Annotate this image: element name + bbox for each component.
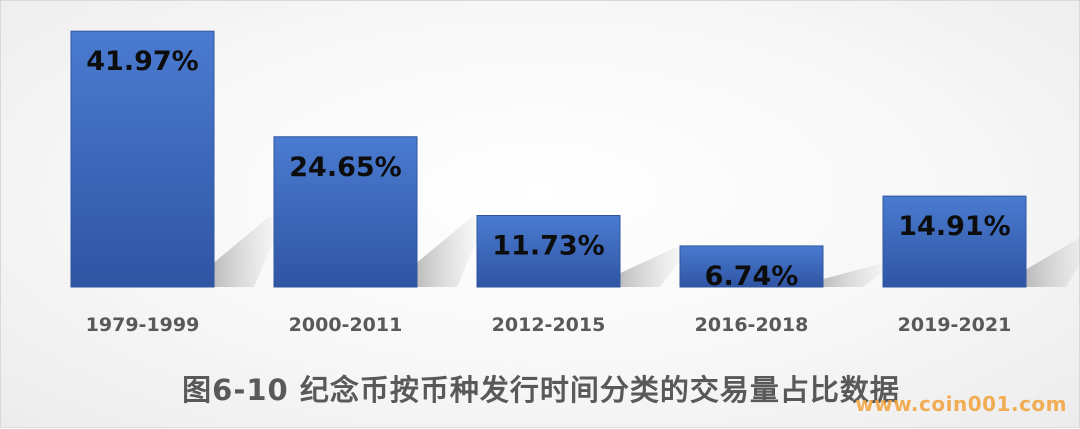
bar-shadow (417, 217, 487, 287)
data-label: 6.74% (705, 261, 799, 292)
bar-2019-2021 (882, 195, 1027, 288)
x-tick-labels: 1979-1999 2000-2011 2012-2015 2016-2018 2019… (86, 314, 1012, 336)
watermark: www.coin001.com (855, 392, 1067, 416)
bar-shadow (214, 217, 284, 287)
value-labels: 41.97% 24.65% 11.73% 6.74% 14.91% (86, 46, 1010, 292)
bar-shadow (1026, 237, 1080, 287)
bars (70, 30, 1027, 288)
x-tick-label: 2019-2021 (898, 314, 1012, 336)
bar-shadow (823, 264, 893, 287)
x-tick-label: 2000-2011 (289, 314, 403, 336)
bar-2016-2018 (679, 245, 824, 288)
figure-caption: 图6-10 纪念币按币种发行时间分类的交易量占比数据 (182, 373, 900, 407)
bar-2000-2011 (273, 136, 418, 288)
bar-shadow (620, 247, 690, 287)
data-label: 41.97% (86, 46, 198, 77)
bar-1979-1999 (70, 30, 215, 288)
data-label: 24.65% (289, 152, 401, 183)
data-label: 14.91% (898, 211, 1010, 242)
x-tick-label: 2012-2015 (492, 314, 606, 336)
bar-shadows (214, 217, 1080, 287)
x-tick-label: 1979-1999 (86, 314, 200, 336)
x-tick-label: 2016-2018 (695, 314, 809, 336)
bar-2012-2015 (476, 215, 621, 288)
data-label: 11.73% (492, 231, 604, 262)
